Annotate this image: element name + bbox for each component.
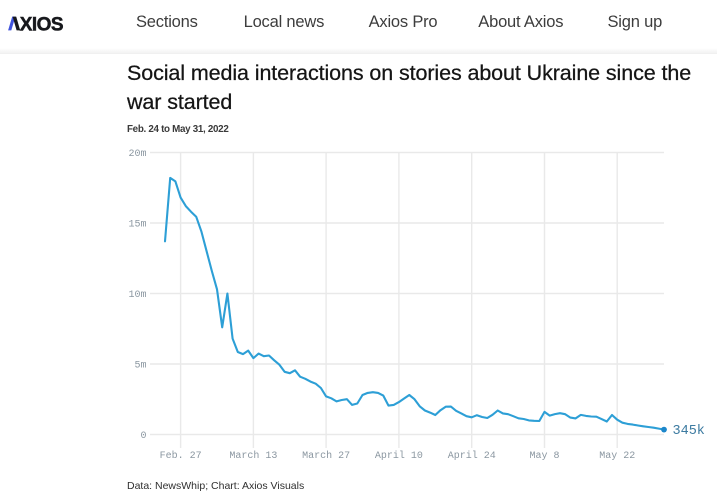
svg-text:20m: 20m: [128, 149, 146, 160]
svg-text:April 24: April 24: [448, 450, 496, 462]
svg-text:March 27: March 27: [302, 450, 350, 462]
svg-text:15m: 15m: [128, 220, 146, 231]
svg-text:5m: 5m: [134, 361, 146, 372]
svg-text:345k: 345k: [673, 424, 705, 439]
svg-text:XIOS: XIOS: [20, 14, 63, 35]
svg-text:0: 0: [140, 431, 146, 442]
svg-text:May 8: May 8: [529, 451, 559, 462]
svg-text:Feb. 27: Feb. 27: [160, 450, 202, 462]
svg-text:March 13: March 13: [229, 450, 277, 462]
svg-text:May 22: May 22: [599, 451, 635, 462]
svg-text:April 10: April 10: [375, 450, 423, 462]
svg-text:10m: 10m: [128, 290, 146, 301]
